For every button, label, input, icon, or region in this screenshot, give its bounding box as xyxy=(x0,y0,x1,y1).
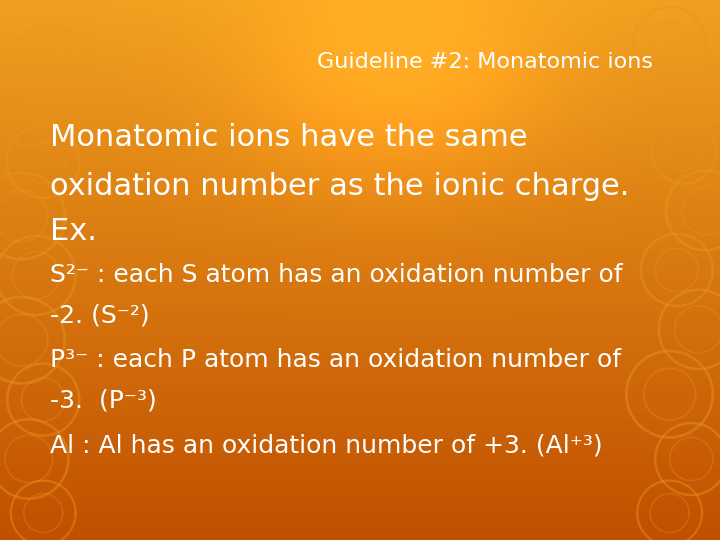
Text: Monatomic ions have the same: Monatomic ions have the same xyxy=(50,123,528,152)
Text: oxidation number as the ionic charge.: oxidation number as the ionic charge. xyxy=(50,172,630,201)
Text: -3.  (P⁻³): -3. (P⁻³) xyxy=(50,389,157,413)
Text: S²⁻ : each S atom has an oxidation number of: S²⁻ : each S atom has an oxidation numbe… xyxy=(50,264,623,287)
Text: P³⁻ : each P atom has an oxidation number of: P³⁻ : each P atom has an oxidation numbe… xyxy=(50,348,621,372)
Text: Guideline #2: Monatomic ions: Guideline #2: Monatomic ions xyxy=(317,52,653,72)
Text: Ex.: Ex. xyxy=(50,217,97,246)
Text: Al : Al has an oxidation number of +3. (Al⁺³): Al : Al has an oxidation number of +3. (… xyxy=(50,434,603,457)
Text: -2. (S⁻²): -2. (S⁻²) xyxy=(50,304,150,328)
